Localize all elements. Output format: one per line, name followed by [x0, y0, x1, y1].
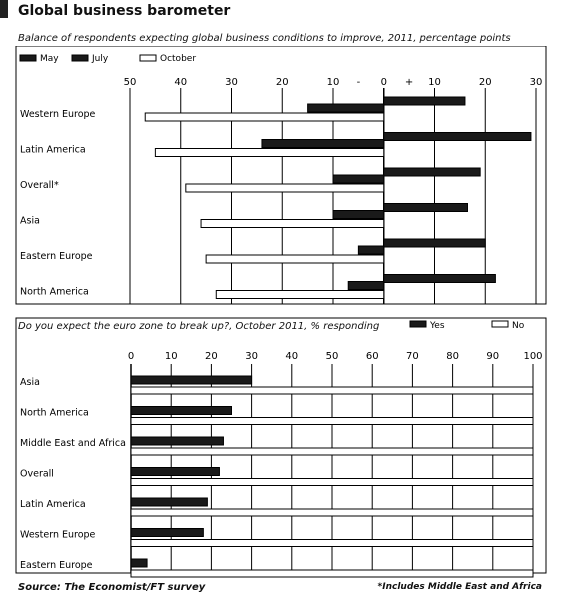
bar-no-asia [130, 386, 534, 395]
tick-label-3: 30 [245, 351, 258, 362]
bar-no-western-europe [130, 539, 534, 547]
bar-october-latin-america [154, 148, 385, 157]
bar-yes-western-europe [130, 528, 204, 537]
legend-label-no: No [512, 321, 525, 331]
chart1-frame [15, 46, 547, 305]
category-label-overall: Overall [20, 469, 54, 480]
category-label-overall: Overall* [20, 180, 59, 191]
category-label-latin-america: Latin America [20, 145, 86, 156]
tick-label-4: 10 [327, 77, 340, 88]
tick-label-0: 0 [128, 351, 134, 362]
tick-label-6: 60 [366, 351, 379, 362]
category-label-north-america: North America [20, 287, 89, 298]
category-label-eastern-europe: Eastern Europe [20, 560, 93, 571]
legend-swatch-may [19, 54, 37, 62]
category-label-latin-america: Latin America [20, 499, 86, 510]
bar-yes-asia [130, 375, 253, 385]
bar-yes-middle-east-and-africa [130, 436, 224, 446]
category-label-middle-east-and-africa: Middle East and Africa [20, 438, 126, 449]
tick-label-4: 40 [285, 351, 298, 362]
bar-october-western-europe [144, 112, 385, 122]
bar-yes-north-america [130, 406, 232, 415]
bar-yes-eastern-europe [130, 558, 148, 568]
category-label-eastern-europe: Eastern Europe [20, 251, 93, 262]
axis-sign-minus: - [357, 77, 361, 88]
category-label-asia: Asia [20, 377, 40, 388]
bar-may-overall [383, 167, 481, 177]
legend-swatch-no [491, 320, 509, 328]
tick-label-8: 80 [446, 351, 459, 362]
source-note: Source: The Economist/FT survey [18, 582, 206, 593]
bar-no-middle-east-and-africa [130, 447, 534, 456]
bar-july-latin-america [261, 139, 385, 148]
business-conditions-chart: May July October 50 40 30 20 10 0 10 20 30 - + Western… [15, 46, 547, 305]
bar-july-asia [332, 210, 385, 219]
tick-label-7: 70 [406, 351, 419, 362]
bar-no-overall [130, 478, 534, 486]
tick-label-7: 20 [479, 77, 492, 88]
tick-label-1: 10 [165, 351, 178, 362]
bar-july-overall [332, 174, 385, 184]
legend-swatch-yes [409, 320, 427, 328]
bar-october-north-america [215, 290, 385, 299]
euro-zone-breakup-chart: Yes No 0 10 20 30 40 50 60 70 80 90 100 Asia North Ame… [15, 317, 547, 578]
tick-label-9: 90 [486, 351, 499, 362]
category-label-north-america: North America [20, 408, 89, 419]
tick-label-8: 30 [530, 77, 543, 88]
tick-label-2: 30 [225, 77, 238, 88]
chart1-title: Balance of respondents expecting global … [18, 33, 511, 44]
tick-label-6: 10 [428, 77, 441, 88]
tick-label-1: 40 [174, 77, 187, 88]
bar-may-north-america [383, 274, 496, 283]
footnote: *Includes Middle East and Africa [377, 582, 542, 592]
chart2-title: Do you expect the euro zone to break up?… [18, 321, 380, 332]
bar-may-eastern-europe [383, 238, 486, 248]
bar-october-eastern-europe [205, 254, 385, 264]
bar-may-asia [383, 203, 468, 212]
tick-label-2: 20 [205, 351, 218, 362]
bar-july-western-europe [307, 103, 385, 113]
bar-yes-overall [130, 467, 220, 476]
tick-label-5: 0 [381, 77, 387, 88]
category-label-western-europe: Western Europe [20, 109, 96, 120]
bar-yes-latin-america [130, 497, 208, 507]
bar-october-asia [200, 219, 385, 228]
page-title: Global business barometer [18, 3, 231, 19]
bar-may-latin-america [383, 132, 532, 141]
category-label-asia: Asia [20, 216, 40, 227]
bar-may-western-europe [383, 96, 466, 106]
bar-no-latin-america [130, 508, 534, 517]
legend-swatch-october [139, 54, 157, 62]
legend-label-july: July [91, 54, 109, 64]
tick-label-3: 20 [276, 77, 289, 88]
bar-july-north-america [347, 281, 385, 290]
tick-label-10: 100 [523, 351, 542, 362]
bar-july-eastern-europe [357, 245, 385, 255]
bar-october-overall [185, 183, 385, 193]
axis-sign-plus: + [405, 77, 413, 88]
bar-no-north-america [130, 417, 534, 425]
legend-label-may: May [40, 54, 59, 64]
legend-swatch-july [71, 54, 89, 62]
title-accent-bar [0, 0, 8, 18]
tick-label-0: 50 [124, 77, 137, 88]
bar-no-eastern-europe [130, 569, 534, 578]
legend-label-october: October [160, 54, 196, 64]
tick-label-5: 50 [326, 351, 339, 362]
category-label-western-europe: Western Europe [20, 530, 96, 541]
legend-label-yes: Yes [429, 321, 445, 331]
